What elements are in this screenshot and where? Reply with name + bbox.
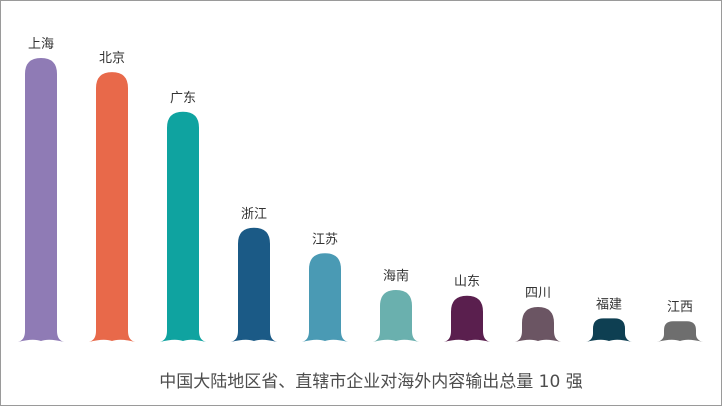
category-label-4: 浙江 <box>241 207 267 222</box>
bar-3 <box>160 111 206 343</box>
bar-9 <box>586 318 632 342</box>
category-label-6: 海南 <box>383 268 409 284</box>
bars-group <box>18 58 703 343</box>
category-label-7: 山东 <box>454 275 480 290</box>
category-label-1: 上海 <box>28 37 54 52</box>
bar-6 <box>373 290 419 342</box>
category-label-10: 江西 <box>667 300 693 315</box>
category-label-3: 广东 <box>170 91 196 106</box>
bar-4 <box>231 227 277 342</box>
category-label-5: 江苏 <box>312 231 338 247</box>
category-label-2: 北京 <box>99 51 125 66</box>
bar-1 <box>18 58 64 342</box>
category-label-8: 四川 <box>525 286 551 301</box>
bar-2 <box>89 72 135 343</box>
bar-7 <box>444 295 490 342</box>
bar-5 <box>302 253 348 342</box>
bar-8 <box>515 307 561 342</box>
bar-10 <box>657 321 703 342</box>
chart-title: 中国大陆地区省、直辖市企业对海外内容输出总量 10 强 <box>159 372 583 392</box>
category-label-9: 福建 <box>596 297 622 312</box>
